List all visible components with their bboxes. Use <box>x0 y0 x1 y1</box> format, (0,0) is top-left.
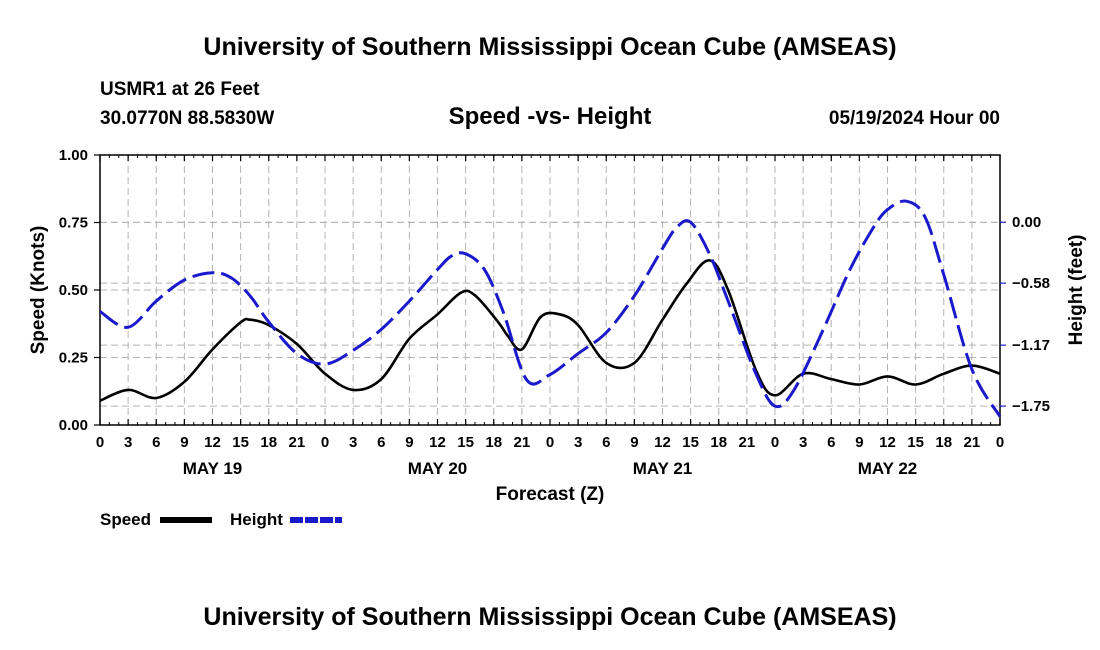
x-tick-label: 21 <box>289 434 306 451</box>
x-tick-label: 12 <box>879 434 896 451</box>
x-tick-label: 15 <box>457 434 474 451</box>
x-tick-label: 3 <box>799 434 807 451</box>
y2-tick-label: 0.00 <box>1012 214 1041 231</box>
legend-speed-label: Speed <box>100 510 151 529</box>
y2-tick-label: −0.58 <box>1012 275 1050 292</box>
x-tick-label: 21 <box>739 434 756 451</box>
x-tick-label: 0 <box>546 434 554 451</box>
series-height-line <box>99 199 1002 418</box>
x-tick-label: 3 <box>574 434 582 451</box>
y-axis-left: 0.00 0.25 0.50 0.75 1.00 <box>59 147 100 434</box>
x-day-label: MAY 22 <box>858 459 918 478</box>
y-axis-label: Speed (Knots) <box>28 226 49 355</box>
series-speed-line <box>99 259 1001 402</box>
x-tick-label: 9 <box>630 434 638 451</box>
y-tick-label: 1.00 <box>59 147 88 164</box>
x-tick-label: 6 <box>377 434 385 451</box>
x-tick-label: 12 <box>204 434 221 451</box>
x-tick-label: 0 <box>771 434 779 451</box>
x-axis-label: Forecast (Z) <box>496 484 605 505</box>
series-group <box>99 199 1002 418</box>
x-day-label: MAY 21 <box>633 459 693 478</box>
y2-tick-label: −1.75 <box>1012 398 1050 415</box>
x-tick-label: 6 <box>602 434 610 451</box>
x-tick-label: 21 <box>514 434 531 451</box>
x-day-label: MAY 20 <box>408 459 468 478</box>
x-tick-label: 18 <box>485 434 502 451</box>
x-tick-label: 0 <box>96 434 104 451</box>
y-tick-label: 0.50 <box>59 282 88 299</box>
footer-title: University of Southern Mississippi Ocean… <box>203 603 896 631</box>
y2-tick-label: −1.17 <box>1012 337 1050 354</box>
x-axis: 0 3 6 9 12 15 18 21 0 3 6 9 12 15 18 21 0 3 6 9 12 15 18 21 0 3 6 9… <box>96 155 1004 478</box>
y-axis-right: 0.00 −0.58 −1.17 −1.75 <box>1000 214 1050 415</box>
station-label: USMR1 at 26 Feet <box>100 79 260 100</box>
y2-axis-label: Height (feet) <box>1066 235 1087 346</box>
y-tick-label: 0.75 <box>59 215 88 232</box>
x-tick-label: 15 <box>907 434 924 451</box>
x-tick-label: 3 <box>349 434 357 451</box>
x-tick-label: 15 <box>682 434 699 451</box>
location-label: 30.0770N 88.5830W <box>100 108 274 129</box>
y-tick-label: 0.00 <box>59 417 88 434</box>
x-tick-label: 6 <box>152 434 160 451</box>
x-tick-label: 18 <box>710 434 727 451</box>
x-day-label: MAY 19 <box>183 459 243 478</box>
x-tick-label: 0 <box>996 434 1004 451</box>
x-tick-label: 12 <box>429 434 446 451</box>
x-tick-label: 3 <box>124 434 132 451</box>
x-tick-label: 0 <box>321 434 329 451</box>
x-tick-label: 18 <box>260 434 277 451</box>
x-tick-label: 12 <box>654 434 671 451</box>
x-tick-label: 15 <box>232 434 249 451</box>
legend-height-label: Height <box>230 510 283 529</box>
y-tick-label: 0.25 <box>59 350 88 367</box>
chart-subtitle: Speed -vs- Height <box>449 103 652 130</box>
forecast-date: 05/19/2024 Hour 00 <box>829 108 1000 129</box>
x-tick-label: 6 <box>827 434 835 451</box>
x-tick-label: 9 <box>180 434 188 451</box>
x-tick-label: 21 <box>964 434 981 451</box>
legend: Speed Height <box>100 510 342 529</box>
chart-title: University of Southern Mississippi Ocean… <box>203 33 896 61</box>
x-tick-label: 18 <box>935 434 952 451</box>
x-tick-label: 9 <box>405 434 413 451</box>
x-tick-label: 9 <box>855 434 863 451</box>
